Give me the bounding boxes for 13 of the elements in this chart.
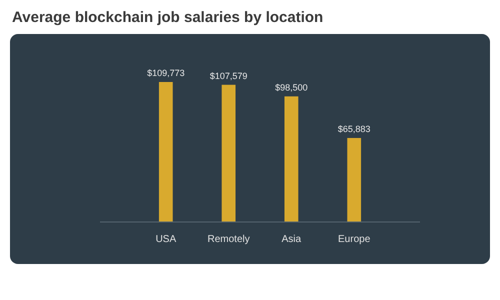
bar	[284, 96, 298, 222]
data-label: $98,500	[275, 82, 308, 92]
x-tick-label: Europe	[338, 234, 371, 245]
bar	[158, 82, 173, 222]
data-label: $107,579	[210, 70, 248, 81]
chart-title: Average blockchain job salaries by location	[12, 9, 324, 26]
x-tick-label: Asia	[282, 234, 302, 245]
x-tick-label: USA	[156, 234, 176, 245]
bar	[222, 84, 236, 222]
bar	[347, 138, 362, 222]
data-label: $109,773	[147, 68, 185, 78]
data-label: $65,883	[338, 124, 370, 134]
x-tick-label: Remotely	[207, 234, 250, 245]
